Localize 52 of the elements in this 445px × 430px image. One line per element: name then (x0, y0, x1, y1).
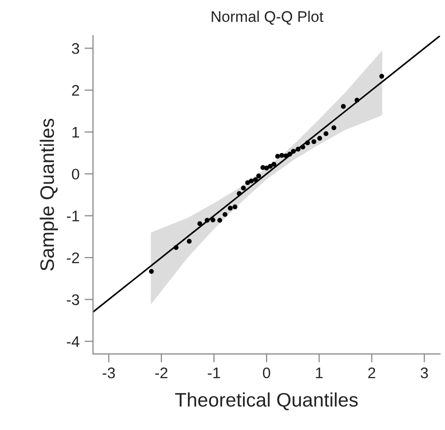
y-tick-label: -3 (66, 294, 80, 306)
point (275, 154, 280, 159)
point (217, 218, 222, 223)
point (272, 162, 276, 167)
y-tick-label: 1 (72, 127, 80, 138)
point (236, 191, 242, 196)
x-tick-label: -1 (208, 368, 220, 378)
point (174, 245, 179, 250)
x-tick-label: 0 (262, 367, 270, 378)
point (317, 136, 322, 141)
point (379, 74, 384, 79)
y-tick-label: 2 (72, 84, 80, 96)
point (305, 140, 310, 146)
point (324, 131, 328, 136)
point (264, 166, 269, 170)
point (222, 212, 228, 217)
point (256, 174, 262, 178)
point (290, 148, 296, 154)
y-tick-label: -4 (66, 336, 80, 347)
point (148, 269, 154, 274)
point (268, 164, 273, 169)
point (232, 204, 238, 210)
point (296, 146, 301, 152)
point (253, 177, 258, 182)
point (284, 153, 288, 158)
x-tick-label: 1 (316, 368, 323, 378)
line-series (93, 36, 440, 313)
point (248, 178, 254, 184)
y-axis-title: Sample Quantiles (40, 118, 58, 271)
x-axis-title: Theoretical Quantiles (175, 392, 358, 410)
point (311, 139, 316, 144)
point (228, 206, 233, 211)
point (204, 218, 210, 223)
point (287, 152, 292, 157)
point (300, 144, 306, 150)
point (210, 218, 216, 222)
point (197, 221, 202, 226)
point (340, 104, 346, 109)
x-tick-label: 3 (420, 367, 428, 378)
y-tick-label: 0 (72, 168, 80, 180)
x-tick-label: -2 (155, 367, 168, 378)
chart-title: Normal Q-Q Plot (212, 10, 324, 25)
point (186, 238, 192, 244)
y-tick-label: -1 (66, 210, 80, 222)
point (241, 186, 246, 190)
x-tick-label: 2 (368, 367, 376, 378)
point (331, 125, 336, 130)
point (279, 153, 284, 158)
y-tick-label: -2 (66, 252, 80, 264)
point (354, 98, 360, 103)
y-tick-label: 3 (72, 43, 80, 54)
x-tick-label: -3 (102, 367, 115, 378)
